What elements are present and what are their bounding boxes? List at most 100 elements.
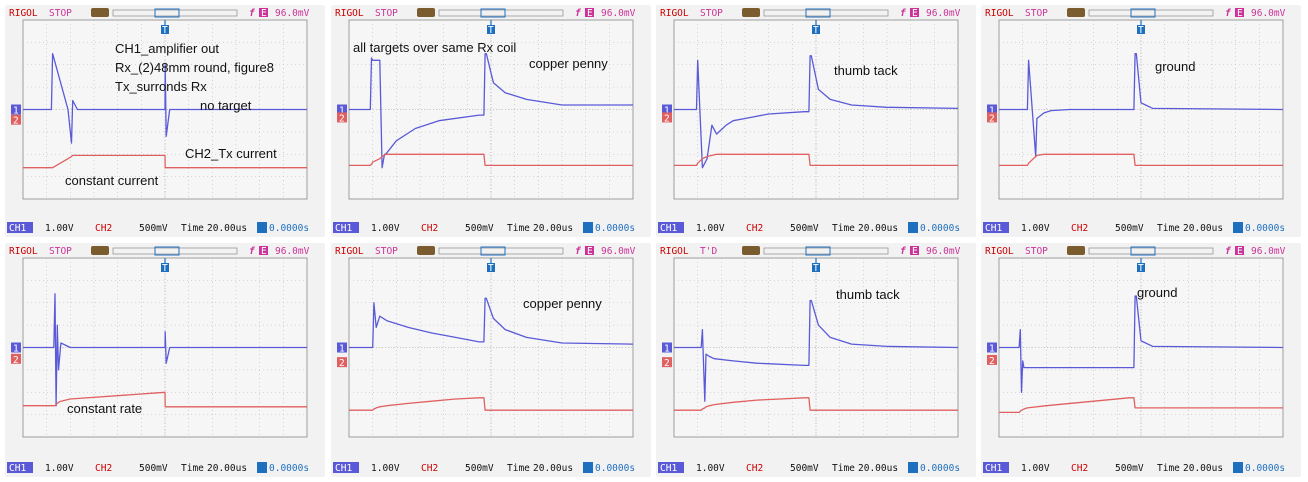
memory-depth-icon [417, 8, 435, 17]
trigger-offset-icon [908, 222, 918, 233]
brand-label: RIGOL [985, 8, 1014, 19]
ch2-ground-marker[interactable] [337, 357, 347, 368]
annotation-text: copper penny [529, 56, 608, 71]
trigger-source-icon [259, 8, 268, 17]
ch2-trace [349, 397, 633, 411]
trigger-offset-icon [257, 462, 267, 473]
trigger-position-label: T [162, 25, 168, 36]
scope-screen: RIGOL STOP f E 96.0mV T 12 CH1_amplifier out Rx_… [7, 8, 310, 234]
ch2-ground-marker[interactable] [337, 112, 347, 123]
ch2-ground-marker[interactable] [987, 112, 997, 123]
run-status: STOP [700, 8, 723, 19]
ch2-ground-marker[interactable] [987, 354, 997, 365]
run-status: STOP [1025, 246, 1048, 257]
trigger-offset-icon [1233, 222, 1243, 233]
run-status: STOP [49, 246, 72, 257]
time-label: Time [1157, 223, 1180, 234]
timebase-value: 20.00us [858, 463, 898, 474]
time-label: Time [832, 223, 855, 234]
scope-screen: RIGOL T'D f E 96.0mV T 1 2 thumb tack CH1 1.00V CH2… [658, 246, 961, 474]
trigger-position-label: T [813, 25, 819, 36]
ch1-badge [658, 222, 684, 233]
timebase-value: 20.00us [1183, 223, 1223, 234]
annotation-text: CH2_Tx current [185, 146, 277, 161]
memory-strip [112, 247, 238, 255]
ch2-ground-label: 2 [13, 116, 19, 127]
ch1-trace [674, 299, 959, 402]
trigger-offset-value: 0.0000s [1245, 463, 1285, 474]
ch2-ground-marker[interactable] [662, 112, 672, 123]
trigger-position-label: T [488, 263, 494, 274]
trigger-mode-icon: f [900, 8, 906, 19]
ch2-ground-label: 2 [664, 113, 670, 124]
brand-label: RIGOL [335, 246, 364, 257]
ch2-trace [999, 153, 1283, 167]
memory-strip [112, 9, 238, 17]
trigger-offset-icon [257, 222, 267, 233]
brand-label: RIGOL [660, 246, 689, 257]
ch1-ground-marker[interactable] [11, 104, 21, 115]
ch2-label: CH2 [421, 223, 438, 234]
ch1-badge [658, 462, 684, 473]
trigger-source: E [1237, 8, 1243, 19]
ch2-label: CH2 [421, 463, 438, 474]
timebase-value: 20.00us [858, 223, 898, 234]
memory-depth-icon [742, 8, 760, 17]
annotation-text: thumb tack [836, 287, 900, 302]
ch1-ground-marker[interactable] [337, 342, 347, 353]
ch1-ground-label: 1 [664, 106, 670, 117]
ch1-scale: 1.00V [696, 223, 725, 234]
trigger-mode-icon: f [1225, 246, 1231, 257]
trigger-source: E [912, 8, 918, 19]
trigger-mode-icon: f [900, 246, 906, 257]
ch1-ground-marker[interactable] [337, 104, 347, 115]
trigger-mode-icon: f [575, 246, 581, 257]
ch1-label: CH1 [660, 463, 677, 474]
annotation-text: constant rate [67, 401, 142, 416]
time-label: Time [832, 463, 855, 474]
ch2-ground-marker[interactable] [11, 114, 21, 125]
annotation-text: Tx_surronds Rx [115, 79, 207, 94]
ch1-badge [333, 462, 359, 473]
timebase-value: 20.00us [533, 463, 573, 474]
ch1-ground-marker[interactable] [662, 104, 672, 115]
memory-depth-icon [417, 246, 435, 255]
ch2-ground-marker[interactable] [11, 353, 21, 364]
annotation-text: CH1_amplifier out [115, 41, 219, 56]
brand-label: RIGOL [9, 246, 38, 257]
ch1-label: CH1 [335, 223, 352, 234]
ch2-scale: 500mV [465, 223, 494, 234]
memory-depth-icon [742, 246, 760, 255]
run-status: T'D [700, 246, 717, 257]
scope-screen: RIGOL STOP f E 96.0mV T 12 ground CH1 1.00V CH2 500… [983, 246, 1286, 474]
timebase-value: 20.00us [207, 223, 247, 234]
ch2-label: CH2 [746, 463, 763, 474]
run-status: STOP [375, 246, 398, 257]
ch2-trace [23, 154, 307, 169]
ch1-ground-marker[interactable] [11, 342, 21, 353]
memory-window [480, 8, 506, 18]
ch1-ground-marker[interactable] [987, 104, 997, 115]
brand-label: RIGOL [335, 8, 364, 19]
ch1-ground-marker[interactable] [662, 342, 672, 353]
scope-screen: RIGOL STOP f E 96.0mV T 12 thumb tack CH1 1.00V CH… [658, 8, 961, 234]
trigger-position-icon [812, 25, 820, 34]
ch2-label: CH2 [95, 463, 112, 474]
ch2-ground-marker[interactable] [662, 357, 672, 368]
trigger-source: E [587, 246, 593, 257]
trigger-position-label: T [1138, 263, 1144, 274]
memory-window [1130, 8, 1156, 18]
ch1-ground-marker[interactable] [987, 342, 997, 353]
ch1-trace [23, 293, 307, 407]
trigger-mode-icon: f [249, 246, 255, 257]
annotation-text: copper penny [523, 296, 602, 311]
ch1-trace [674, 55, 959, 169]
scope-screen: RIGOL STOP f E 96.0mV T 1 2 copper penny CH1 1.00V… [333, 246, 636, 474]
ch2-scale: 500mV [139, 223, 168, 234]
trigger-position-icon [1137, 263, 1145, 272]
trigger-offset-value: 0.0000s [269, 463, 309, 474]
ch1-ground-label: 1 [989, 344, 995, 355]
trigger-source-icon [259, 246, 268, 255]
ch1-ground-label: 1 [664, 344, 670, 355]
trigger-offset-icon [908, 462, 918, 473]
